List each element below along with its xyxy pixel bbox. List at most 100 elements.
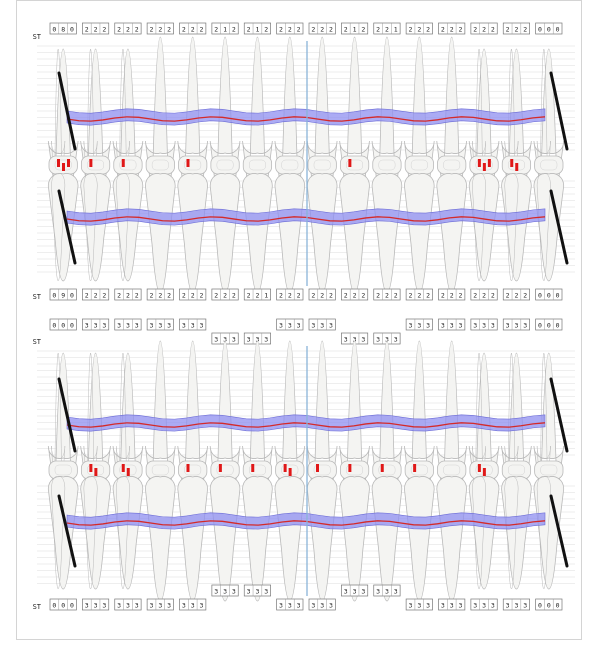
occlusal-surface-icon[interactable] [210, 155, 240, 175]
occlusal-surface-icon[interactable] [80, 460, 111, 480]
tooth-crown-icon[interactable] [112, 476, 144, 590]
tooth-crown-icon[interactable] [436, 476, 467, 602]
tooth-crown-icon[interactable] [177, 173, 208, 294]
occlusal-surface-icon[interactable] [307, 155, 337, 175]
tooth-crown-icon[interactable] [209, 476, 241, 602]
tooth-crown-icon[interactable] [177, 476, 208, 602]
occlusal-surface-icon[interactable] [275, 460, 305, 480]
occlusal-surface-icon[interactable] [210, 460, 240, 480]
tooth-crown-icon[interactable] [371, 476, 403, 602]
tooth-crown-icon[interactable] [339, 476, 370, 602]
tooth-crown-icon[interactable] [468, 173, 500, 282]
tooth-crown-icon[interactable] [339, 173, 370, 294]
tooth-crown-icon[interactable] [306, 173, 338, 294]
tooth-crown-icon[interactable] [209, 173, 241, 294]
occlusal-surface-icon[interactable] [80, 155, 111, 175]
tooth-crown-icon[interactable] [306, 476, 338, 602]
occlusal-surface-icon[interactable] [178, 460, 208, 480]
occlusal-surface-icon[interactable] [469, 155, 499, 175]
occlusal-surface-icon[interactable] [501, 155, 532, 175]
tooth-crown-icon[interactable] [404, 476, 435, 602]
tooth-crown-icon[interactable] [145, 476, 176, 602]
tooth-crown-icon[interactable] [112, 173, 144, 282]
occlusal-surface-icon[interactable] [404, 460, 434, 480]
tooth-crown-icon[interactable] [47, 476, 79, 590]
occlusal-surface-icon[interactable] [437, 155, 467, 175]
occlusal-surface-icon[interactable] [501, 460, 532, 480]
occlusal-surface-icon[interactable] [469, 460, 499, 480]
tooth-crown-icon[interactable] [404, 173, 435, 294]
occlusal-surface-icon[interactable] [372, 155, 402, 175]
tooth-crown-icon[interactable] [371, 173, 403, 294]
tooth-crown-icon[interactable] [501, 173, 532, 282]
occlusal-surface-icon[interactable] [437, 460, 467, 480]
occlusal-surface-icon[interactable] [113, 460, 143, 480]
occlusal-surface-icon[interactable] [242, 155, 273, 175]
occlusal-surface-icon[interactable] [178, 155, 208, 175]
tooth-crown-icon[interactable] [80, 476, 111, 590]
tooth-crown-icon[interactable] [274, 476, 306, 602]
tooth-crown-icon[interactable] [533, 173, 565, 282]
occlusal-surface-icon[interactable] [339, 460, 370, 480]
occlusal-surface-icon[interactable] [145, 460, 175, 480]
tooth-crown-icon[interactable] [242, 476, 273, 602]
occlusal-surface-icon[interactable] [145, 155, 175, 175]
occlusal-surface-icon[interactable] [48, 460, 78, 480]
occlusal-surface-icon[interactable] [372, 460, 402, 480]
occlusal-surface-icon[interactable] [534, 460, 564, 480]
occlusal-surface-icon[interactable] [48, 155, 78, 175]
tooth-crown-icon[interactable] [242, 173, 273, 294]
